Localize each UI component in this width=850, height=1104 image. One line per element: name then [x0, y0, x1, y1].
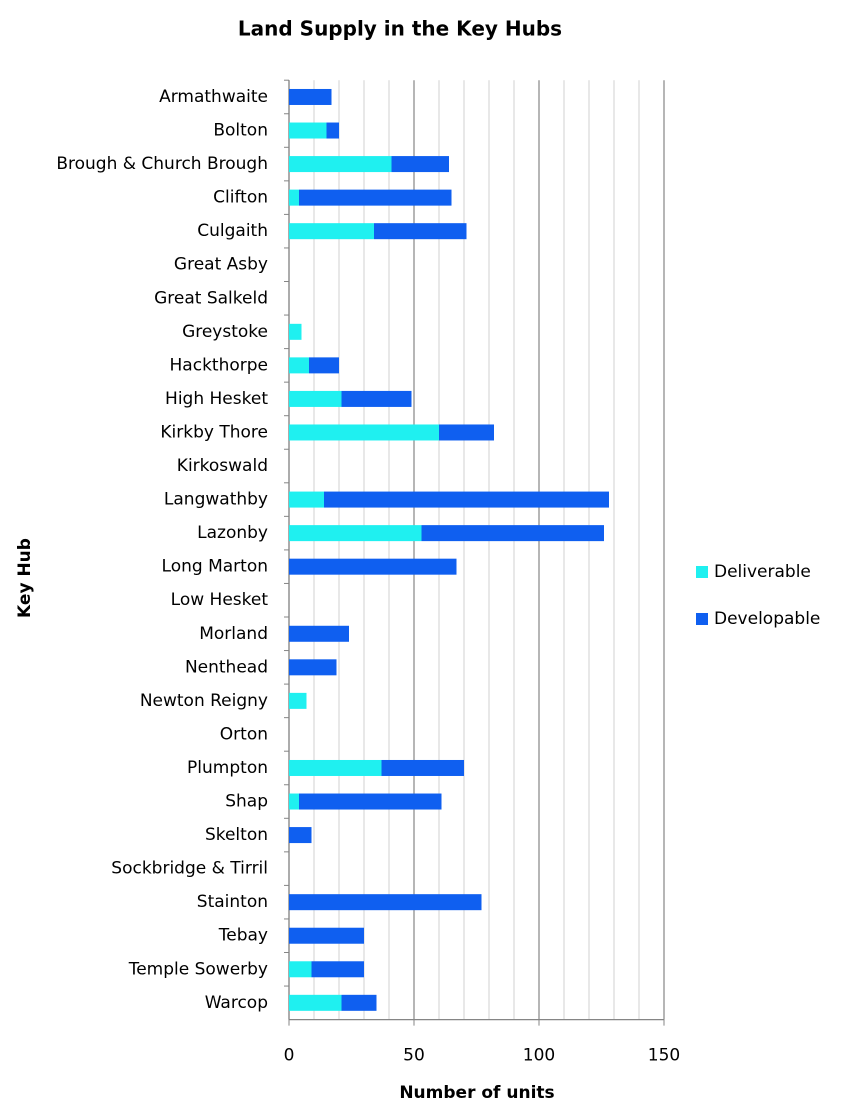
bar — [309, 357, 339, 374]
y-tick-label: Sockbridge & Tirril — [111, 859, 268, 879]
y-tick-label: Stainton — [197, 892, 268, 912]
bar — [299, 793, 442, 810]
bar — [289, 659, 337, 676]
legend-label: Deliverable — [714, 562, 811, 582]
bar — [381, 759, 464, 776]
bar — [289, 357, 309, 374]
bar — [289, 827, 312, 844]
bar — [374, 223, 467, 240]
y-tick-label: Clifton — [213, 188, 268, 208]
bar — [289, 491, 324, 508]
bar — [324, 491, 609, 508]
bar — [289, 156, 392, 173]
bar — [289, 525, 422, 542]
y-tick-label: Kirkby Thore — [160, 422, 268, 442]
y-tick-label: Greystoke — [182, 322, 268, 342]
bar — [289, 88, 332, 105]
bar — [289, 558, 457, 575]
chart-title: Land Supply in the Key Hubs — [238, 17, 562, 41]
y-tick-label: Temple Sowerby — [128, 959, 268, 979]
bar — [299, 189, 452, 206]
bar — [326, 122, 339, 139]
bar — [311, 961, 364, 978]
y-tick-label: Brough & Church Brough — [56, 154, 268, 174]
bar — [289, 390, 342, 407]
y-tick-label: Newton Reigny — [140, 691, 268, 711]
bar — [289, 223, 374, 240]
y-tick-label: Plumpton — [187, 758, 268, 778]
y-tick-label: Nenthead — [185, 657, 268, 677]
y-tick-label: Lazonby — [197, 523, 268, 543]
y-tick-label: Armathwaite — [159, 87, 268, 107]
y-tick-label: High Hesket — [165, 389, 268, 409]
y-tick-label: Kirkoswald — [177, 456, 268, 476]
bar — [289, 927, 364, 944]
y-tick-label: Shap — [225, 792, 268, 812]
bar — [289, 122, 327, 139]
y-tick-label: Warcop — [205, 993, 268, 1013]
bar — [289, 759, 382, 776]
y-tick-label: Hackthorpe — [170, 355, 268, 375]
y-tick-label: Bolton — [213, 121, 268, 141]
bar — [289, 323, 302, 340]
x-tick-label: 50 — [403, 1046, 425, 1066]
y-tick-label: Skelton — [205, 825, 268, 845]
y-tick-label: Great Salkeld — [154, 288, 268, 308]
y-tick-label: Long Marton — [162, 557, 268, 577]
y-axis-title: Key Hub — [15, 538, 35, 618]
y-tick-label: Orton — [220, 724, 268, 744]
y-tick-label: Culgaith — [197, 221, 268, 241]
y-tick-label: Tebay — [218, 926, 268, 946]
x-axis-title: Number of units — [399, 1083, 554, 1103]
legend-label: Developable — [714, 609, 820, 629]
bar — [289, 189, 299, 206]
bar — [289, 692, 307, 709]
legend-swatch — [696, 566, 708, 578]
bar — [289, 424, 439, 441]
legend-swatch — [696, 613, 708, 625]
bar — [421, 525, 604, 542]
y-tick-label: Great Asby — [174, 255, 268, 275]
bar — [341, 390, 412, 407]
x-tick-label: 100 — [523, 1046, 555, 1066]
bar — [289, 994, 342, 1011]
y-tick-label: Low Hesket — [171, 590, 269, 610]
bar — [289, 961, 312, 978]
bar — [341, 994, 377, 1011]
bar — [289, 894, 482, 911]
bar — [439, 424, 494, 441]
bar — [289, 625, 349, 642]
x-tick-label: 0 — [284, 1046, 295, 1066]
bar — [391, 156, 449, 173]
bar — [289, 793, 299, 810]
y-tick-label: Morland — [199, 624, 268, 644]
x-tick-label: 150 — [648, 1046, 680, 1066]
y-tick-label: Langwathby — [164, 490, 268, 510]
